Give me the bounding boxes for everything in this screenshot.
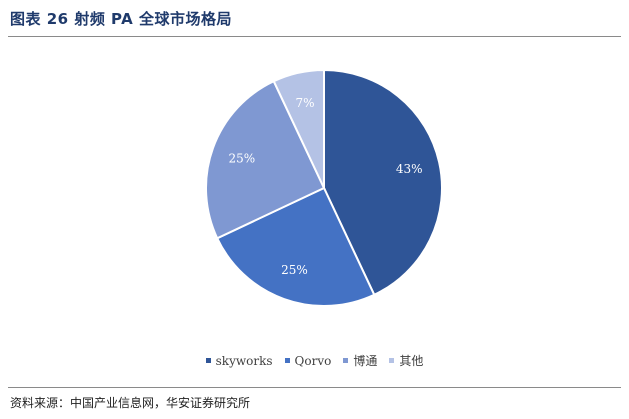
pie-data-label-0: 43% <box>396 162 423 176</box>
legend-label-1: Qorvo <box>294 354 332 368</box>
pie-slice-3 <box>272 68 325 189</box>
pie-data-label-2: 25% <box>228 151 255 165</box>
pie-slice-1 <box>215 186 376 307</box>
source-divider <box>8 387 621 388</box>
legend-item-0: skyworks <box>205 354 273 368</box>
legend-label-3: 其他 <box>399 354 424 368</box>
pie-data-label-1: 25% <box>281 263 308 277</box>
legend-item-3: 其他 <box>389 352 423 369</box>
legend-swatch-2 <box>343 358 349 363</box>
legend-item-2: 博通 <box>343 352 377 369</box>
title-divider <box>8 36 621 37</box>
legend-swatch-1 <box>284 358 290 363</box>
legend-swatch-0 <box>205 358 211 363</box>
pie-slice-0 <box>323 68 443 297</box>
legend-label-0: skyworks <box>215 354 273 368</box>
legend-item-1: Qorvo <box>284 354 332 368</box>
source-note: 资料来源：中国产业信息网，华安证券研究所 <box>10 396 251 410</box>
pie-slice-2 <box>205 79 326 240</box>
chart-title: 图表 26 射频 PA 全球市场格局 <box>10 10 232 28</box>
legend-swatch-3 <box>389 358 395 363</box>
chart-legend: skyworks Qorvo 博通 其他 <box>0 352 629 369</box>
legend-label-2: 博通 <box>353 354 378 368</box>
pie-data-label-3: 7% <box>295 96 314 110</box>
